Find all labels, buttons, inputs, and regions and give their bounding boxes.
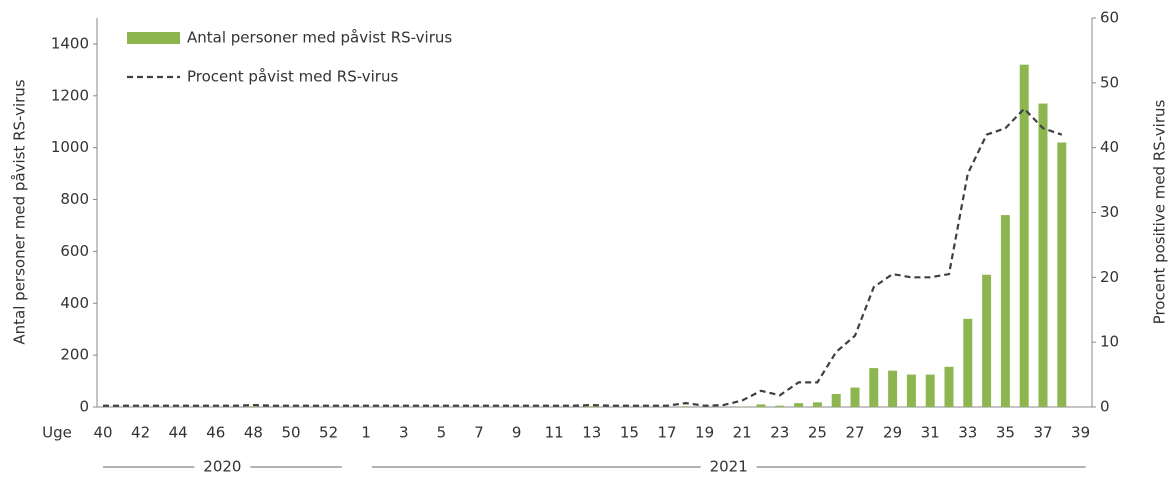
y-tick-label: 200 bbox=[60, 346, 89, 364]
legend-label: Antal personer med påvist RS-virus bbox=[187, 29, 452, 47]
x-tick-label: 9 bbox=[512, 424, 522, 442]
x-tick-label: 5 bbox=[437, 424, 447, 442]
x-tick-label: 33 bbox=[958, 424, 977, 442]
bar bbox=[775, 405, 785, 407]
x-tick-label: 27 bbox=[845, 424, 864, 442]
bar bbox=[737, 406, 747, 407]
x-tick-label: 46 bbox=[206, 424, 225, 442]
x-tick-label: 39 bbox=[1071, 424, 1090, 442]
x-tick-label: 48 bbox=[244, 424, 263, 442]
bar bbox=[681, 406, 691, 407]
year-label: 2021 bbox=[710, 458, 748, 476]
x-tick-label: 15 bbox=[620, 424, 639, 442]
x-tick-label: 17 bbox=[657, 424, 676, 442]
bar bbox=[850, 387, 860, 407]
x-tick-label: 50 bbox=[281, 424, 300, 442]
x-tick-label: 7 bbox=[474, 424, 484, 442]
legend-swatch bbox=[127, 32, 180, 44]
x-tick-label: 11 bbox=[545, 424, 564, 442]
y-tick-label: 600 bbox=[60, 242, 89, 260]
x-tick-label: 35 bbox=[996, 424, 1015, 442]
bar bbox=[869, 368, 879, 407]
y2-tick-label: 30 bbox=[1100, 203, 1119, 221]
bar bbox=[906, 374, 916, 407]
y2-tick-label: 40 bbox=[1100, 138, 1119, 156]
x-tick-label: 19 bbox=[695, 424, 714, 442]
y2-tick-label: 20 bbox=[1100, 268, 1119, 286]
bar bbox=[963, 318, 973, 407]
y2-tick-label: 0 bbox=[1100, 398, 1110, 416]
bar bbox=[794, 403, 804, 407]
y-tick-label: 0 bbox=[79, 398, 89, 416]
year-label: 2020 bbox=[203, 458, 241, 476]
y-tick-label: 400 bbox=[60, 294, 89, 312]
y-tick-label: 1000 bbox=[51, 138, 89, 156]
x-tick-label: 29 bbox=[883, 424, 902, 442]
y2-axis-title: Procent positive med RS-virus bbox=[1151, 99, 1169, 324]
x-tick-label: 52 bbox=[319, 424, 338, 442]
y2-tick-label: 60 bbox=[1100, 9, 1119, 27]
y-axis-title: Antal personer med påvist RS-virus bbox=[11, 79, 29, 344]
bar bbox=[925, 374, 935, 407]
x-axis-title: Uge bbox=[42, 424, 72, 442]
bar bbox=[1057, 142, 1067, 408]
x-tick-label: 25 bbox=[808, 424, 827, 442]
x-tick-label: 21 bbox=[733, 424, 752, 442]
x-tick-label: 44 bbox=[169, 424, 188, 442]
bar bbox=[831, 394, 841, 407]
x-tick-label: 13 bbox=[582, 424, 601, 442]
x-tick-label: 42 bbox=[131, 424, 150, 442]
legend-label: Procent påvist med RS-virus bbox=[187, 68, 398, 86]
x-tick-label: 3 bbox=[399, 424, 409, 442]
bar bbox=[756, 404, 766, 407]
y2-tick-label: 50 bbox=[1100, 73, 1119, 91]
y-tick-label: 1200 bbox=[51, 86, 89, 104]
x-tick-label: 1 bbox=[361, 424, 371, 442]
x-tick-label: 23 bbox=[770, 424, 789, 442]
x-tick-label: 31 bbox=[921, 424, 940, 442]
bar bbox=[248, 406, 258, 407]
bar bbox=[888, 370, 898, 407]
x-tick-label: 40 bbox=[93, 424, 112, 442]
x-tick-label: 37 bbox=[1033, 424, 1052, 442]
bar bbox=[944, 366, 954, 407]
line bbox=[103, 107, 1063, 407]
y-tick-label: 1400 bbox=[51, 34, 89, 52]
y-tick-label: 800 bbox=[60, 190, 89, 208]
bar bbox=[587, 406, 597, 407]
bar bbox=[1019, 64, 1029, 408]
bar bbox=[812, 402, 822, 407]
bar bbox=[1000, 215, 1010, 407]
bar bbox=[1038, 103, 1048, 407]
bar bbox=[982, 274, 992, 407]
y2-tick-label: 10 bbox=[1100, 333, 1119, 351]
